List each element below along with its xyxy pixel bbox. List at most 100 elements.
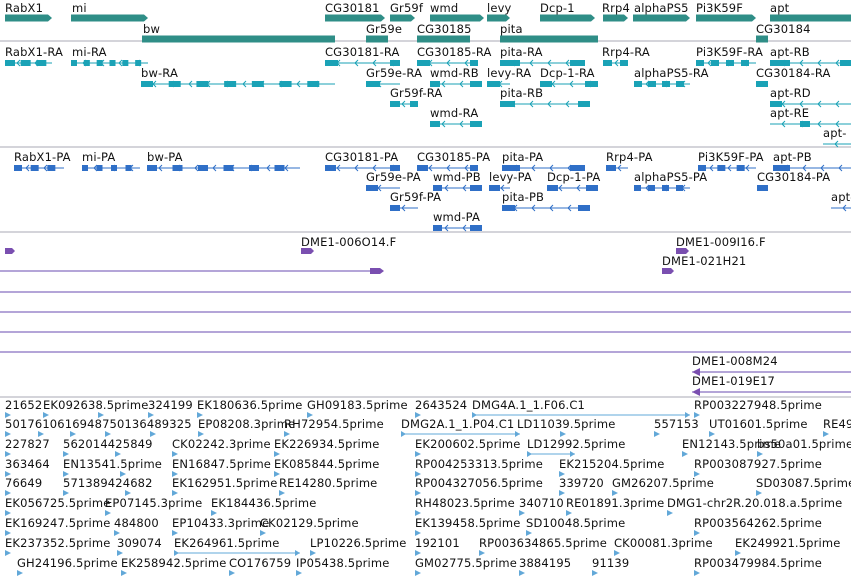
est-glyph[interactable] bbox=[559, 490, 565, 496]
feature-label[interactable]: EK237352.5prime bbox=[5, 536, 111, 550]
feature-glyph[interactable] bbox=[249, 165, 259, 171]
feature-label[interactable]: GM02775.5prime bbox=[415, 556, 517, 570]
feature-label[interactable]: bw-RA bbox=[141, 66, 178, 80]
feature-label[interactable]: Gr59f-PA bbox=[390, 190, 442, 204]
feature-label[interactable]: 340710 bbox=[519, 496, 564, 510]
feature-label[interactable]: DME1-006O14.F bbox=[301, 235, 397, 249]
est-glyph[interactable] bbox=[63, 490, 69, 496]
feature-glyph[interactable] bbox=[307, 81, 320, 87]
est-glyph[interactable] bbox=[172, 490, 178, 496]
feature-label[interactable]: SD03087.5prime bbox=[756, 476, 851, 490]
est-glyph[interactable] bbox=[172, 451, 178, 457]
feature-label[interactable]: alphaPS5 bbox=[634, 1, 689, 15]
feature-glyph[interactable] bbox=[726, 60, 734, 66]
feature-glyph[interactable] bbox=[770, 60, 790, 66]
feature-glyph[interactable] bbox=[366, 185, 378, 191]
est-glyph[interactable] bbox=[174, 550, 179, 556]
feature-glyph[interactable] bbox=[502, 165, 520, 171]
feature-label[interactable]: EP07145.3prime bbox=[105, 496, 203, 510]
est-glyph[interactable] bbox=[284, 431, 290, 437]
feature-label[interactable]: pita bbox=[500, 22, 523, 36]
est-glyph[interactable] bbox=[415, 570, 421, 576]
feature-label[interactable]: DME1-021H21 bbox=[662, 254, 747, 268]
feature-glyph[interactable] bbox=[279, 81, 292, 87]
feature-label[interactable]: DME1-009I16.F bbox=[676, 235, 766, 249]
est-glyph[interactable] bbox=[63, 451, 69, 457]
feature-label[interactable]: 76649 bbox=[5, 476, 43, 490]
clone-end[interactable] bbox=[5, 248, 15, 254]
est-glyph[interactable] bbox=[823, 431, 829, 437]
feature-glyph[interactable] bbox=[620, 60, 628, 66]
est-glyph[interactable] bbox=[560, 431, 566, 437]
feature-label[interactable]: UT01601.5prime bbox=[709, 417, 808, 431]
feature-label[interactable]: DMG2A.1_1.P04.C1 bbox=[401, 417, 515, 431]
est-glyph[interactable] bbox=[279, 490, 285, 496]
feature-glyph[interactable] bbox=[224, 81, 237, 87]
feature-glyph[interactable] bbox=[82, 165, 88, 171]
feature-label[interactable]: GH24196.5prime bbox=[17, 556, 118, 570]
feature-label[interactable]: levy-RA bbox=[487, 66, 532, 80]
feature-label[interactable]: IP05438.5prime bbox=[296, 556, 390, 570]
feature-glyph[interactable] bbox=[433, 185, 442, 191]
feature-label[interactable]: Dcp-1 bbox=[540, 1, 575, 15]
feature-glyph[interactable] bbox=[634, 81, 642, 87]
feature-glyph[interactable] bbox=[603, 60, 612, 66]
feature-glyph[interactable] bbox=[487, 14, 510, 22]
est-glyph[interactable] bbox=[5, 431, 11, 437]
feature-label[interactable]: RE14280.5prime bbox=[279, 476, 378, 490]
feature-glyph[interactable] bbox=[603, 14, 628, 22]
est-glyph[interactable] bbox=[709, 431, 715, 437]
feature-label[interactable]: EK139458.5prime bbox=[415, 516, 521, 530]
est-glyph[interactable] bbox=[38, 431, 44, 437]
feature-glyph[interactable] bbox=[14, 165, 22, 171]
est-glyph[interactable] bbox=[559, 471, 565, 477]
feature-label[interactable]: EK226934.5prime bbox=[274, 437, 380, 451]
est-glyph[interactable] bbox=[121, 570, 127, 576]
feature-label[interactable]: RabX1-PA bbox=[14, 150, 71, 164]
feature-glyph[interactable] bbox=[71, 60, 77, 66]
feature-glyph[interactable] bbox=[711, 60, 719, 66]
est-glyph[interactable] bbox=[260, 530, 266, 536]
feature-glyph[interactable] bbox=[417, 35, 470, 43]
feature-label[interactable]: alphaPS5-RA bbox=[634, 66, 709, 80]
feature-label[interactable]: wmd-RB bbox=[430, 66, 479, 80]
feature-label[interactable]: RH48023.5prime bbox=[415, 496, 515, 510]
feature-label[interactable]: RP003479984.5prime bbox=[694, 556, 822, 570]
feature-label[interactable]: 309074 bbox=[117, 536, 162, 550]
feature-glyph[interactable] bbox=[20, 60, 31, 66]
clone-end[interactable] bbox=[692, 388, 700, 396]
feature-label[interactable]: 3884195 bbox=[519, 556, 572, 570]
feature-glyph[interactable] bbox=[96, 60, 103, 66]
est-glyph[interactable] bbox=[274, 451, 280, 457]
feature-label[interactable]: CK02129.5prime bbox=[260, 516, 359, 530]
est-glyph[interactable] bbox=[415, 451, 421, 457]
feature-label[interactable]: Pi3K59F-RA bbox=[696, 45, 764, 59]
feature-label[interactable]: RE49 bbox=[823, 417, 851, 431]
feature-label[interactable]: CG30181-PA bbox=[325, 150, 399, 164]
feature-label[interactable]: RabX1-RA bbox=[5, 45, 64, 59]
feature-label[interactable]: 363464 bbox=[5, 457, 50, 471]
feature-label[interactable]: CK02242.3prime bbox=[172, 437, 271, 451]
feature-label[interactable]: EN16847.5prime bbox=[172, 457, 272, 471]
feature-label[interactable]: mi-PA bbox=[82, 150, 116, 164]
feature-label[interactable]: 192101 bbox=[415, 536, 460, 550]
feature-label[interactable]: apt-RD bbox=[770, 86, 811, 100]
est-glyph[interactable] bbox=[296, 570, 302, 576]
feature-glyph[interactable] bbox=[430, 121, 440, 127]
feature-label[interactable]: EK249921.5prime bbox=[735, 536, 841, 550]
est-glyph[interactable] bbox=[172, 471, 178, 477]
feature-label[interactable]: 484800 bbox=[114, 516, 159, 530]
feature-glyph[interactable] bbox=[325, 14, 385, 22]
est-glyph[interactable] bbox=[735, 550, 741, 556]
feature-label[interactable]: mi bbox=[72, 1, 87, 15]
est-glyph[interactable] bbox=[519, 570, 525, 576]
feature-glyph[interactable] bbox=[696, 60, 704, 66]
feature-glyph[interactable] bbox=[325, 165, 336, 171]
feature-glyph[interactable] bbox=[578, 101, 590, 107]
feature-label[interactable]: DMG1-chr2R.20.018.a.5prime bbox=[667, 496, 843, 510]
est-glyph[interactable] bbox=[114, 530, 120, 536]
feature-glyph[interactable] bbox=[390, 165, 400, 171]
feature-glyph[interactable] bbox=[125, 165, 132, 171]
feature-glyph[interactable] bbox=[390, 14, 415, 22]
feature-glyph[interactable] bbox=[417, 165, 428, 171]
